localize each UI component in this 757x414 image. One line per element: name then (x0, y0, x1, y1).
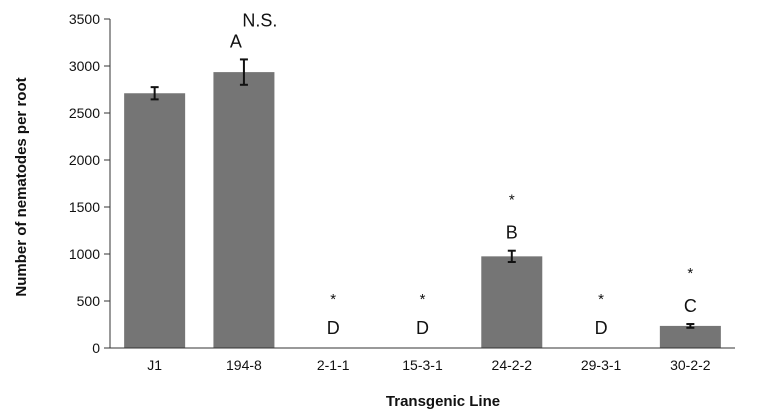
y-axis-title: Number of nematodes per root (13, 77, 30, 296)
x-tick-label: 2-1-1 (317, 357, 350, 373)
significance-star: * (687, 265, 693, 282)
bar-30-2-2 (659, 325, 721, 348)
bars-layer (124, 72, 721, 349)
significance-letter: B (506, 223, 518, 243)
significance-letter: D (416, 318, 429, 338)
significance-star: * (598, 291, 604, 308)
x-tick-label: 30-2-2 (670, 357, 711, 373)
significance-letter: D (327, 318, 340, 338)
y-tick-label: 2000 (69, 152, 100, 168)
significance-letter: A (230, 31, 242, 51)
y-axis: 0 500 1000 1500 2000 2500 3000 3500 (69, 11, 111, 356)
y-tick-label: 1000 (69, 246, 100, 262)
significance-star: * (509, 192, 515, 209)
significance-letter: D (595, 318, 608, 338)
x-tick-label: 29-3-1 (581, 357, 622, 373)
x-tick-label: 24-2-2 (492, 357, 533, 373)
y-tick-label: 3000 (69, 58, 100, 74)
x-tick-label: 194-8 (226, 357, 262, 373)
y-tick-label: 1500 (69, 199, 100, 215)
annotations-layer: AN.S. D * D * B * D * C * (230, 10, 697, 338)
not-significant-label: N.S. (242, 10, 277, 30)
y-tick-label: 0 (92, 340, 100, 356)
significance-star: * (330, 291, 336, 308)
error-bars-layer (150, 58, 695, 329)
significance-letter: C (684, 296, 697, 316)
x-axis-title: Transgenic Line (386, 393, 500, 410)
y-tick-label: 500 (77, 293, 101, 309)
x-tick-label: 15-3-1 (402, 357, 443, 373)
bar-24-2-2 (481, 256, 543, 348)
y-tick-label: 2500 (69, 105, 100, 121)
bar-J1 (124, 93, 186, 348)
significance-star: * (420, 291, 426, 308)
bar-194-8 (213, 72, 275, 349)
x-tick-label: J1 (147, 357, 162, 373)
y-tick-label: 3500 (69, 11, 100, 27)
x-axis: J1 194-8 2-1-1 15-3-1 24-2-2 29-3-1 30-2-2 (110, 347, 735, 373)
